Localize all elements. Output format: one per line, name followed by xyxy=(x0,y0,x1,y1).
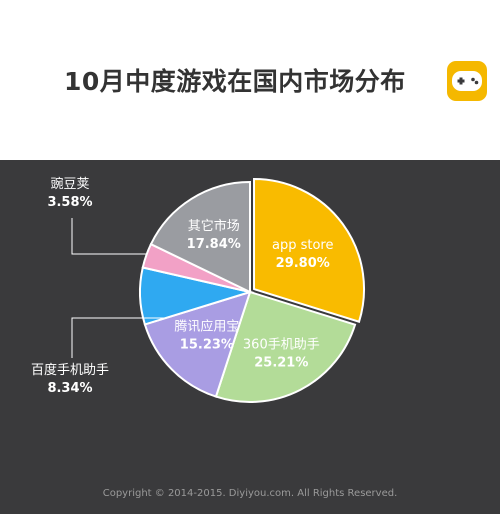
slice-label-6: 其它市场 xyxy=(188,218,240,234)
slice-6 xyxy=(149,180,251,294)
slice-label-5: 豌豆荚 xyxy=(50,176,89,192)
leader-line-4 xyxy=(71,317,164,358)
page-title: 10月中度游戏在国内市场分布 xyxy=(64,67,406,96)
slice-1 xyxy=(253,178,366,323)
slice-value-1: 29.80% xyxy=(276,256,330,271)
slice-label-2: 360手机助手 xyxy=(243,338,320,353)
slice-3 xyxy=(143,290,252,398)
slice-value-3: 15.23% xyxy=(180,337,234,352)
slice-label-3: 腾讯应用宝 xyxy=(174,318,239,334)
slice-value-2: 25.21% xyxy=(254,356,308,371)
footer-copyright: Copyright © 2014-2015. Diyiyou.com. All … xyxy=(102,488,398,499)
slice-value-6: 17.84% xyxy=(187,237,241,252)
slice-value-5: 3.58% xyxy=(47,195,92,210)
slice-value-4: 8.34% xyxy=(47,381,92,396)
pie-chart: app store 29.80% 360手机助手 25.21% 腾讯应用宝 15.23% 百… xyxy=(31,176,366,403)
slice-2 xyxy=(214,290,357,403)
slice-label-4: 百度手机助手 xyxy=(31,362,109,378)
gamepad-icon xyxy=(447,61,487,101)
slice-label-1: app store xyxy=(272,238,333,253)
leader-line-5 xyxy=(71,218,146,255)
title-bar: 10月中度游戏在国内市场分布 xyxy=(0,0,500,160)
